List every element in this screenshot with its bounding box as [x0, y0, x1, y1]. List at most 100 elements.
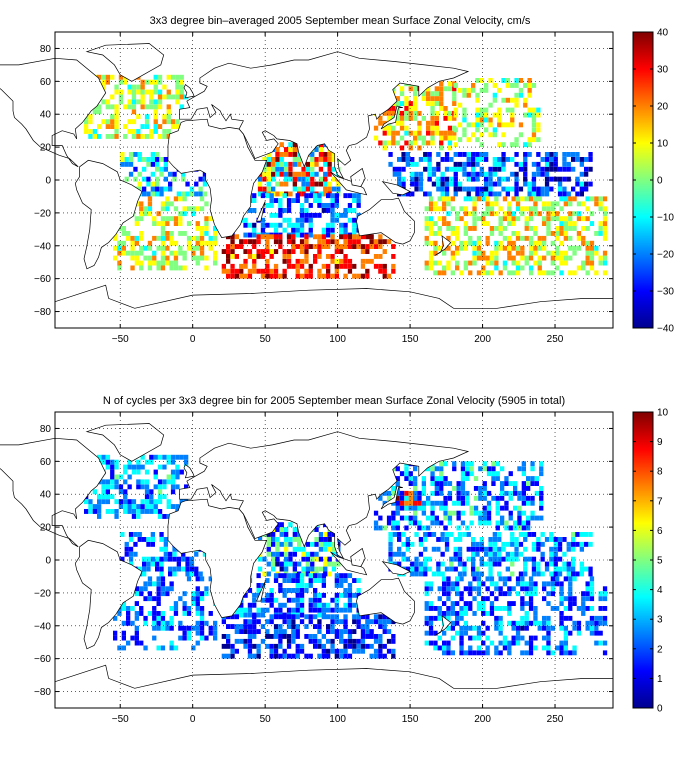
bin-cell [113, 630, 118, 636]
bin-cell [469, 505, 474, 511]
bin-cell [426, 96, 431, 101]
bin-cell [273, 227, 279, 233]
bin-cell [434, 101, 439, 106]
bin-cell [510, 551, 515, 557]
bin-cell [373, 638, 379, 644]
bin-cell [127, 119, 132, 125]
bin-cell [447, 520, 453, 526]
bin-cell [484, 546, 489, 552]
bin-cell [153, 119, 158, 125]
bin-cell [382, 145, 387, 151]
bin-cell [520, 615, 525, 621]
bin-cell [105, 459, 110, 465]
bin-cell [110, 114, 115, 120]
bin-cell [488, 78, 493, 83]
bin-cell [426, 125, 431, 131]
bin-cell [297, 537, 302, 542]
bin-cell [170, 74, 176, 80]
bin-cell [299, 227, 305, 233]
bin-cell [536, 546, 541, 552]
bin-cell [481, 270, 486, 276]
bin-cell [288, 551, 293, 557]
bin-cell [339, 619, 344, 625]
bin-cell [602, 231, 608, 236]
bin-cell [186, 206, 192, 212]
bin-cell [299, 244, 305, 249]
bin-cell [428, 201, 434, 207]
bin-cell [269, 273, 274, 279]
bin-cell [542, 270, 547, 276]
bin-cell [579, 532, 584, 537]
bin-cell [542, 216, 547, 222]
bin-cell [527, 532, 532, 537]
bin-cell [510, 107, 515, 113]
bin-cell [484, 112, 489, 118]
bin-cell [334, 198, 339, 203]
bin-cell [553, 571, 558, 577]
bin-cell [452, 135, 457, 141]
bin-cell [581, 235, 586, 241]
bin-cell [199, 235, 205, 241]
bin-cell [443, 500, 448, 506]
bin-cell [157, 124, 163, 129]
bin-cell [146, 566, 151, 572]
bin-cell [169, 625, 174, 631]
bin-cell [449, 176, 454, 182]
bin-cell [137, 532, 142, 537]
bin-cell [305, 181, 310, 187]
bin-cell [153, 454, 158, 460]
bin-cell [365, 258, 370, 264]
bin-cell [133, 532, 138, 537]
bin-cell [252, 232, 257, 238]
bin-cell [269, 588, 274, 593]
bin-cell [386, 130, 392, 136]
bin-cell [382, 490, 387, 496]
bin-cell [408, 505, 413, 511]
bin-cell [520, 601, 525, 606]
bin-cell [501, 166, 506, 172]
bin-cell [455, 245, 460, 251]
bin-cell [321, 648, 326, 654]
bin-cell [352, 629, 357, 634]
y-tick-label: −40 [34, 241, 51, 252]
bin-cell [453, 551, 458, 557]
bin-cell [304, 653, 309, 659]
bin-cell [105, 124, 110, 129]
bin-cell [421, 486, 426, 491]
bin-cell [533, 581, 538, 587]
bin-cell [191, 596, 196, 602]
bin-cell [160, 645, 166, 651]
colorbar-tick-label: −10 [657, 213, 674, 224]
bin-cell [484, 127, 489, 133]
bin-cell [428, 606, 434, 611]
bin-cell [585, 240, 590, 246]
bin-cell [356, 648, 361, 654]
bin-cell [602, 211, 608, 217]
bin-cell [491, 495, 496, 501]
bin-cell [515, 270, 521, 276]
y-tick-label: 0 [45, 556, 51, 567]
bin-cell [524, 206, 529, 212]
bin-cell [291, 573, 296, 579]
bin-cell [518, 122, 524, 128]
bin-cell [266, 537, 271, 542]
bin-cell [399, 110, 405, 116]
bin-cell [114, 84, 119, 90]
bin-cell [418, 176, 424, 182]
bin-cell [330, 203, 335, 208]
bin-cell [391, 653, 396, 659]
bin-cell [282, 634, 287, 639]
bin-cell [252, 614, 257, 620]
bin-cell [524, 586, 529, 592]
bin-cell [317, 198, 322, 203]
bin-cell [304, 234, 309, 240]
bin-cell [462, 186, 467, 192]
bin-cell [579, 161, 584, 167]
bin-cell [428, 586, 434, 592]
bin-cell [131, 504, 137, 509]
bin-cell [537, 211, 542, 217]
bin-cell [457, 122, 463, 128]
bin-cell [156, 611, 161, 616]
bin-cell [382, 624, 387, 629]
bin-cell [575, 532, 580, 537]
